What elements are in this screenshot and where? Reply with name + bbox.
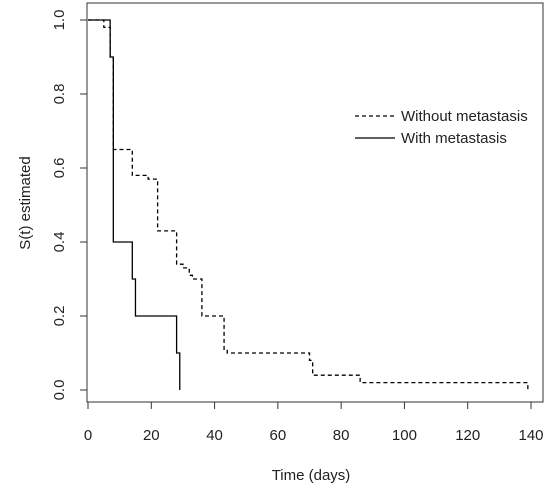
x-tick-label: 120 [455, 427, 480, 444]
y-axis-label: S(t) estimated [17, 156, 34, 249]
x-axis-label: Time (days) [272, 467, 351, 484]
legend-label-with-metastasis: With metastasis [401, 130, 507, 147]
x-tick-label: 20 [143, 427, 160, 444]
x-tick-label: 60 [270, 427, 287, 444]
plot-frame [86, 2, 544, 403]
x-axis: 0 20 40 60 80 100 120 140 [84, 401, 544, 444]
x-tick-label: 0 [84, 427, 92, 444]
x-tick-label: 100 [392, 427, 417, 444]
y-axis: 0.0 0.2 0.4 0.6 0.8 1.0 [51, 10, 88, 401]
y-tick-label: 0.0 [51, 380, 68, 401]
x-tick-label: 80 [333, 427, 350, 444]
y-tick-label: 0.8 [51, 84, 68, 105]
y-tick-label: 0.4 [51, 232, 68, 253]
series-layer [88, 19, 529, 390]
legend: Without metastasis With metastasis [355, 108, 528, 147]
series-line-with-metastasis [88, 19, 181, 390]
y-tick-label: 0.2 [51, 306, 68, 327]
x-tick-label: 140 [518, 427, 543, 444]
series-line-without-metastasis [88, 19, 529, 390]
y-tick-label: 1.0 [51, 10, 68, 31]
y-tick-label: 0.6 [51, 158, 68, 179]
x-tick-label: 40 [206, 427, 223, 444]
legend-label-without-metastasis: Without metastasis [401, 108, 528, 125]
